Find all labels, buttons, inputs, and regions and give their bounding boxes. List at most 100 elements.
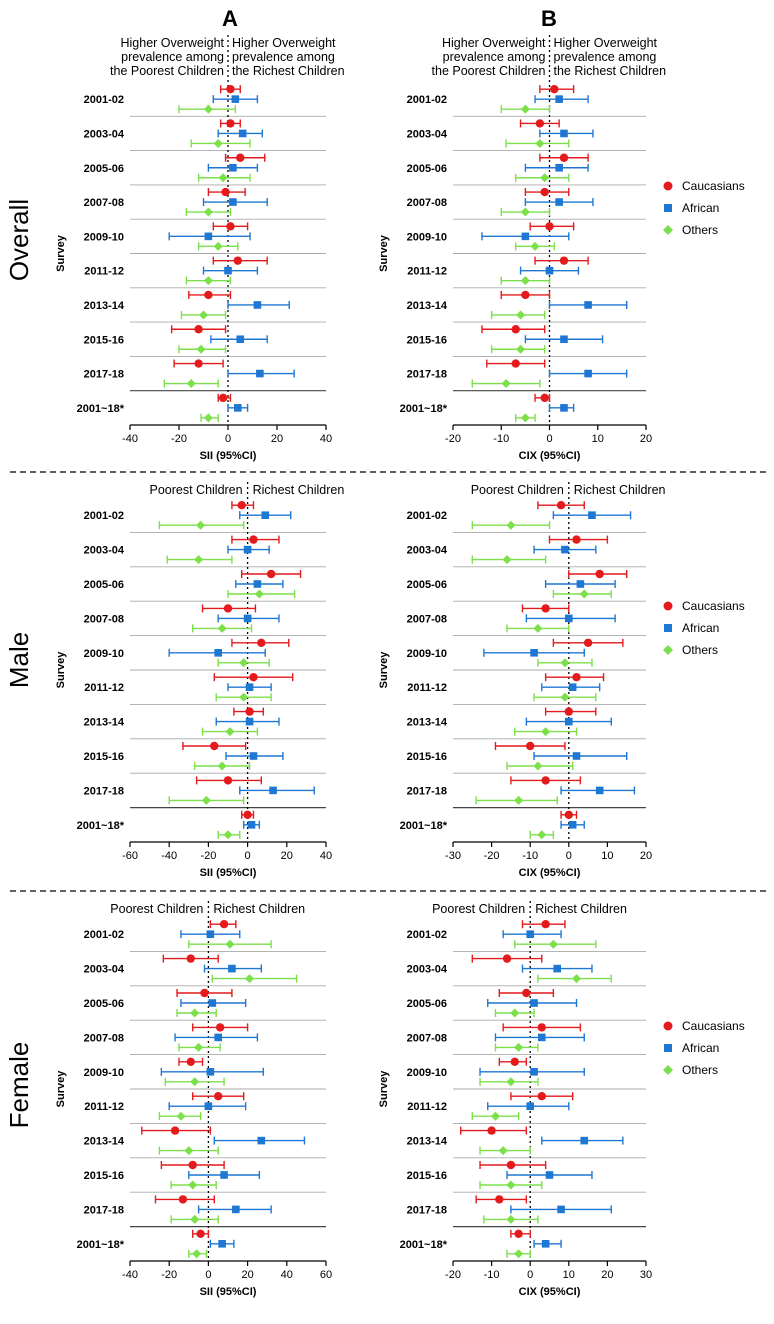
point-estimate-african — [249, 752, 258, 760]
point-estimate-african — [541, 1240, 550, 1248]
point-estimate-caucasians — [186, 1057, 195, 1067]
point-estimate-caucasians — [514, 1229, 523, 1239]
survey-label: 2011-12 — [84, 1101, 124, 1113]
survey-label: 2001-02 — [84, 94, 124, 106]
point-estimate-caucasians — [595, 569, 604, 579]
legend-marker-african — [664, 1044, 672, 1052]
point-estimate-african — [568, 683, 577, 691]
y-axis-title: Survey — [55, 234, 67, 272]
point-estimate-caucasians — [510, 1057, 519, 1067]
survey-label: 2013-14 — [84, 717, 125, 729]
survey-label: 2001-02 — [407, 929, 447, 941]
point-estimate-caucasians — [218, 393, 228, 403]
point-estimate-caucasians — [487, 1126, 496, 1135]
x-tick-label: 20 — [281, 850, 293, 862]
survey-label: 2015-16 — [84, 1170, 124, 1182]
point-estimate-african — [236, 335, 245, 344]
point-estimate-african — [530, 649, 538, 657]
column-label-a: A — [222, 6, 238, 31]
point-estimate-others — [560, 692, 570, 702]
point-estimate-caucasians — [249, 673, 258, 682]
point-estimate-others — [533, 623, 543, 633]
x-tick-label: -10 — [493, 433, 509, 445]
x-tick-label: 40 — [320, 850, 332, 862]
point-estimate-african — [565, 614, 573, 623]
point-estimate-african — [588, 511, 596, 519]
point-estimate-african — [218, 1240, 226, 1248]
point-estimate-african — [214, 1033, 222, 1042]
point-estimate-caucasians — [237, 501, 246, 510]
forest-panel-b-female: Poorest Children Richest Children -20 -10 0 1… — [378, 901, 652, 1298]
x-tick-label: 20 — [271, 433, 283, 445]
point-estimate-others — [194, 1042, 204, 1052]
legend-marker-others — [663, 645, 673, 655]
right-header-line: Higher Overweight — [554, 36, 658, 50]
survey-label: 2009-10 — [84, 231, 124, 243]
right-header-line: the Richest Children — [554, 64, 667, 78]
point-estimate-caucasians — [243, 810, 252, 819]
x-tick-label: 40 — [320, 433, 332, 445]
point-estimate-others — [537, 830, 547, 840]
point-estimate-caucasians — [511, 359, 520, 368]
y-axis-title: Survey — [378, 234, 390, 272]
legend-marker-caucasians — [663, 1021, 673, 1031]
y-axis-title: Survey — [55, 1070, 67, 1108]
point-estimate-caucasians — [541, 776, 550, 785]
point-estimate-african — [243, 545, 252, 554]
x-tick-label: -40 — [122, 433, 138, 445]
point-estimate-african — [555, 95, 563, 103]
left-header: Poorest Children — [471, 483, 564, 497]
point-estimate-others — [217, 761, 227, 771]
point-estimate-others — [520, 276, 530, 286]
survey-label: 2009-10 — [407, 1067, 447, 1079]
point-estimate-african — [247, 821, 256, 829]
right-header: Richest Children — [253, 483, 345, 497]
survey-label: 2013-14 — [84, 300, 125, 312]
left-header-line: Higher Overweight — [442, 36, 546, 50]
point-estimate-caucasians — [257, 638, 266, 647]
point-estimate-others — [192, 1249, 202, 1259]
point-estimate-others — [213, 138, 223, 148]
point-estimate-others — [190, 1008, 200, 1018]
survey-label: 2017-18 — [84, 369, 124, 381]
point-estimate-caucasians — [249, 535, 258, 544]
point-estimate-caucasians — [194, 359, 203, 368]
point-estimate-others — [501, 379, 511, 389]
point-estimate-african — [214, 649, 222, 657]
survey-label: 2017-18 — [407, 1204, 447, 1216]
point-estimate-african — [206, 1068, 215, 1076]
point-estimate-caucasians — [545, 222, 554, 231]
point-estimate-caucasians — [537, 1092, 546, 1101]
point-estimate-others — [533, 761, 543, 771]
x-tick-label: 20 — [601, 1269, 613, 1281]
left-header-line: prevalence among — [121, 50, 224, 64]
x-tick-label: -20 — [200, 850, 216, 862]
survey-label: 2009-10 — [84, 1067, 124, 1079]
legend-marker-caucasians — [663, 181, 673, 191]
row-label-overall: Overall — [4, 199, 34, 281]
point-estimate-others — [514, 795, 524, 805]
left-header-line: the Poorest Children — [110, 64, 224, 78]
point-estimate-caucasians — [226, 119, 235, 128]
x-tick-label: 10 — [601, 850, 613, 862]
x-tick-label: 40 — [281, 1269, 293, 1281]
point-estimate-african — [526, 1102, 534, 1110]
point-estimate-others — [201, 795, 211, 805]
x-tick-label: 10 — [592, 433, 604, 445]
survey-label: 2009-10 — [84, 648, 124, 660]
point-estimate-others — [520, 104, 530, 114]
point-estimate-others — [506, 520, 516, 530]
point-estimate-caucasians — [535, 119, 545, 128]
point-estimate-caucasians — [572, 673, 581, 682]
point-estimate-caucasians — [526, 741, 535, 751]
point-estimate-african — [253, 580, 262, 588]
x-tick-label: 0 — [527, 1269, 533, 1281]
left-header-line: prevalence among — [443, 50, 546, 64]
point-estimate-african — [557, 1205, 565, 1214]
legend-label-others: Others — [682, 223, 718, 237]
survey-label: 2007-08 — [84, 197, 124, 209]
point-estimate-african — [526, 930, 534, 938]
point-estimate-others — [186, 379, 196, 389]
forest-panel-b-male: Poorest Children Richest Children -30 -20 -1… — [378, 482, 666, 879]
survey-label: 2017-18 — [84, 1204, 124, 1216]
